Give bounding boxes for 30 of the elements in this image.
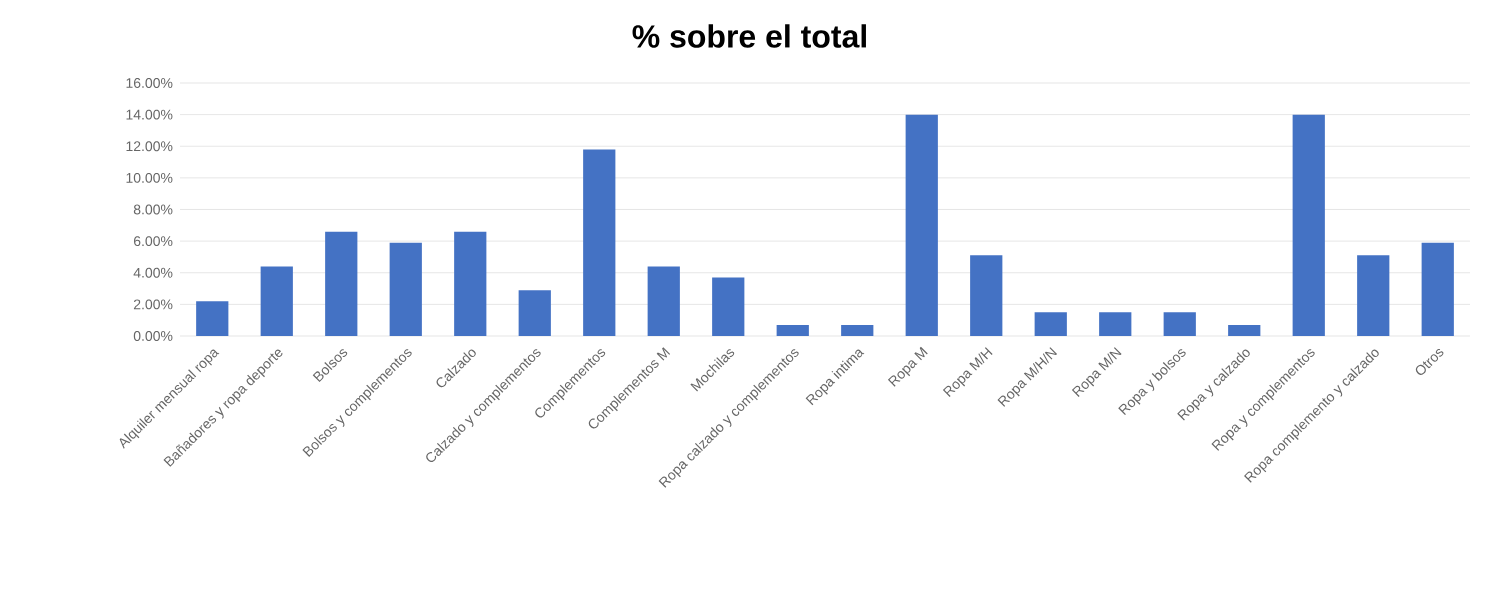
- bar: [196, 301, 229, 336]
- y-tick-label: 8.00%: [133, 204, 173, 215]
- bar: [712, 277, 745, 336]
- bar: [1099, 312, 1132, 336]
- bar: [1228, 324, 1261, 336]
- y-tick-label: 10.00%: [126, 172, 173, 183]
- bar: [647, 266, 680, 336]
- y-tick-label: 6.00%: [133, 236, 173, 247]
- y-tick-label: 2.00%: [133, 299, 173, 310]
- bar: [841, 324, 874, 336]
- bar: [260, 266, 293, 336]
- bar: [905, 114, 938, 336]
- bar: [1357, 255, 1390, 336]
- y-tick-label: 14.00%: [126, 109, 173, 120]
- bar: [776, 324, 809, 336]
- bar: [1163, 312, 1196, 336]
- y-tick-label: 0.00%: [133, 331, 173, 341]
- bar: [454, 231, 487, 336]
- bar: [518, 290, 551, 336]
- chart-title: % sobre el total: [632, 24, 866, 48]
- bar: [1034, 312, 1067, 336]
- y-tick-label: 4.00%: [133, 267, 173, 278]
- bar: [325, 231, 358, 336]
- y-tick-label: 16.00%: [126, 78, 173, 88]
- y-tick-label: 12.00%: [126, 141, 173, 152]
- bar: [583, 149, 616, 336]
- bar: [389, 242, 422, 336]
- bar: [1292, 114, 1325, 336]
- bar: [970, 255, 1003, 336]
- bar: [1421, 242, 1454, 336]
